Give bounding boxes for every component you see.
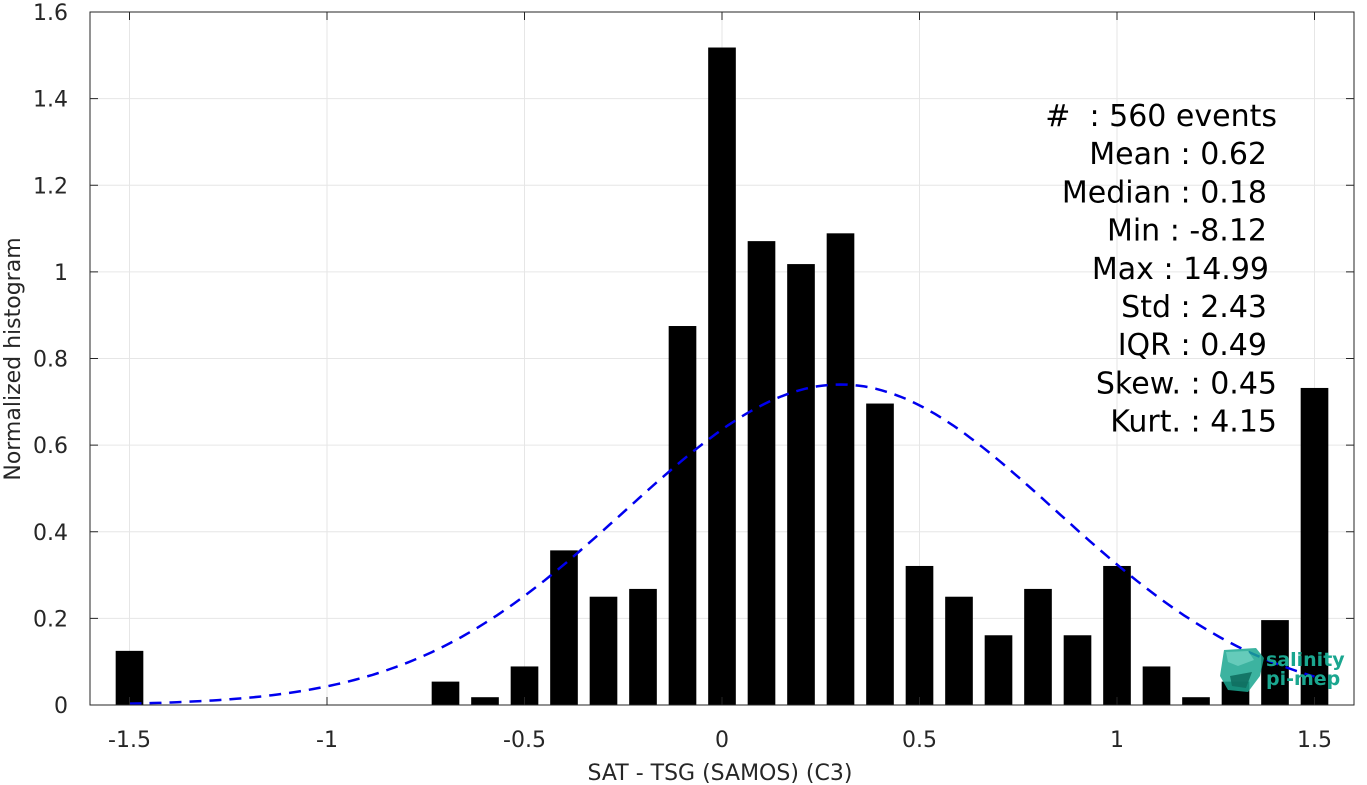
y-tick-label: 1.6 bbox=[33, 1, 68, 26]
y-tick-label: 1.4 bbox=[33, 88, 68, 113]
salinity-logo-icon bbox=[1220, 648, 1264, 692]
x-tick-label: -0.5 bbox=[503, 728, 546, 753]
histogram-bar bbox=[668, 326, 697, 705]
histogram-bar bbox=[629, 588, 657, 705]
histogram-bar bbox=[945, 596, 973, 705]
stats-line: IQR : 0.49 bbox=[1118, 328, 1267, 363]
salinity-pi-mep-logo: salinity pi-mep bbox=[1220, 648, 1345, 692]
x-axis-title: SAT - TSG (SAMOS) (C3) bbox=[588, 761, 853, 785]
x-tick-label: 1.5 bbox=[1297, 728, 1332, 753]
stats-line: Median : 0.18 bbox=[1062, 175, 1267, 210]
x-tick-label: 0 bbox=[715, 728, 729, 753]
y-tick-label: 0.6 bbox=[33, 434, 68, 459]
y-tick-label: 1 bbox=[54, 261, 68, 286]
y-tick-label: 0.2 bbox=[33, 607, 68, 632]
histogram-bar bbox=[1063, 635, 1092, 705]
histogram-bar bbox=[1103, 565, 1131, 705]
y-tick-label: 0.4 bbox=[33, 521, 68, 546]
histogram-bar bbox=[1182, 697, 1210, 705]
bars bbox=[115, 47, 1329, 706]
stats-line: Mean : 0.62 bbox=[1089, 137, 1267, 172]
x-tick-label: -1.5 bbox=[108, 728, 151, 753]
stats-line: Kurt. : 4.15 bbox=[1110, 405, 1277, 440]
x-axis-ticks: -1.5 -1 -0.5 0 0.5 1 1.5 bbox=[108, 12, 1332, 753]
stats-line: Skew. : 0.45 bbox=[1096, 366, 1277, 401]
stats-line: Min : -8.12 bbox=[1107, 214, 1267, 249]
gaussian-fit-curve bbox=[129, 383, 1315, 705]
histogram-bar bbox=[866, 403, 894, 705]
histogram-bar bbox=[747, 241, 776, 706]
histogram-bar bbox=[589, 596, 618, 705]
logo-line-1: salinity bbox=[1266, 649, 1345, 671]
y-tick-label: 0 bbox=[54, 694, 68, 719]
logo-line-2: pi-mep bbox=[1266, 668, 1340, 690]
histogram-bar bbox=[431, 681, 460, 705]
stats-line: Std : 2.43 bbox=[1121, 290, 1267, 325]
histogram-bar bbox=[708, 47, 736, 706]
stats-line: # : 560 events bbox=[1045, 99, 1277, 134]
x-tick-label: 1 bbox=[1110, 728, 1124, 753]
stats-line: Max : 14.99 bbox=[1092, 252, 1269, 287]
x-tick-label: 0.5 bbox=[902, 728, 937, 753]
histogram-bar bbox=[787, 264, 815, 705]
histogram-bar bbox=[115, 650, 144, 705]
y-axis-ticks: 0 0.2 0.4 0.6 0.8 1 1.2 1.4 1.6 bbox=[33, 1, 1354, 719]
histogram-bar bbox=[1142, 666, 1171, 705]
histogram-bar bbox=[1024, 588, 1052, 705]
histogram-bar bbox=[471, 697, 499, 705]
histogram-bar bbox=[984, 635, 1013, 705]
histogram-bar bbox=[550, 550, 578, 705]
histogram-bar bbox=[1300, 387, 1329, 705]
y-tick-label: 0.8 bbox=[33, 348, 68, 373]
y-tick-label: 1.2 bbox=[33, 174, 68, 199]
y-axis-title: Normalized histogram bbox=[1, 237, 26, 480]
x-tick-label: -1 bbox=[316, 728, 338, 753]
histogram-bar bbox=[826, 233, 855, 705]
histogram-bar bbox=[905, 565, 934, 705]
